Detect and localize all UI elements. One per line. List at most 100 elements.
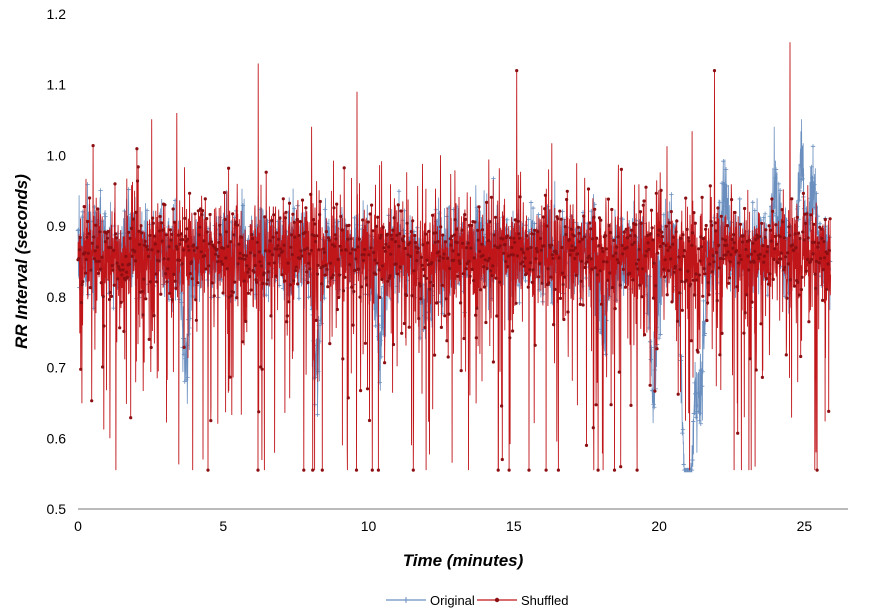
- data-point: [114, 236, 118, 240]
- data-point: [790, 243, 795, 247]
- data-point: [550, 253, 554, 257]
- y-tick-label: 0.8: [47, 289, 67, 305]
- data-point: [638, 283, 642, 287]
- data-point: [560, 245, 564, 250]
- data-point: [704, 227, 708, 231]
- data-point: [402, 234, 406, 238]
- data-point: [109, 294, 114, 298]
- data-point: [700, 195, 704, 199]
- data-point: [181, 352, 187, 357]
- data-point: [680, 427, 686, 432]
- x-axis-title: Time (minutes): [403, 551, 524, 570]
- data-point: [549, 275, 553, 279]
- data-point: [570, 244, 574, 248]
- data-point: [378, 338, 383, 343]
- data-point: [297, 233, 301, 238]
- data-point: [148, 233, 152, 238]
- data-point: [481, 253, 485, 257]
- data-point: [523, 256, 527, 260]
- data-point: [746, 254, 750, 258]
- data-point: [603, 352, 608, 357]
- data-point: [217, 240, 221, 245]
- data-point: [271, 235, 275, 239]
- data-point: [379, 313, 385, 319]
- data-point: [183, 216, 187, 220]
- data-point: [207, 264, 211, 268]
- data-point: [514, 301, 518, 305]
- data-point: [315, 234, 319, 238]
- data-point: [348, 251, 352, 255]
- data-point: [478, 288, 482, 292]
- data-point: [361, 258, 365, 263]
- data-point: [773, 247, 777, 251]
- data-point: [335, 202, 339, 206]
- data-point: [697, 247, 701, 251]
- data-point: [275, 219, 281, 224]
- data-point: [632, 240, 637, 245]
- data-point: [753, 249, 757, 253]
- data-point: [663, 258, 667, 262]
- data-point: [141, 313, 145, 317]
- data-point: [116, 264, 120, 268]
- data-point: [819, 227, 823, 231]
- data-point: [726, 250, 730, 254]
- data-point: [477, 205, 481, 209]
- data-point: [454, 227, 459, 231]
- series-markers: [76, 69, 832, 472]
- data-point: [750, 300, 754, 304]
- data-point: [558, 296, 563, 300]
- data-point: [728, 260, 732, 264]
- data-point: [522, 264, 526, 268]
- data-point: [320, 282, 324, 286]
- data-point: [814, 286, 818, 290]
- data-point: [707, 293, 711, 297]
- data-point: [820, 236, 824, 240]
- data-point: [808, 260, 812, 264]
- data-point: [601, 249, 605, 254]
- data-point: [430, 213, 435, 217]
- data-point: [466, 241, 470, 245]
- data-point: [586, 187, 591, 191]
- data-point: [599, 218, 603, 222]
- data-point: [680, 430, 685, 436]
- data-point: [262, 271, 266, 275]
- data-point: [539, 248, 543, 252]
- data-point: [283, 216, 287, 220]
- data-point: [102, 211, 107, 217]
- data-point: [738, 254, 742, 258]
- data-point: [392, 216, 396, 220]
- data-point: [270, 218, 274, 223]
- data-point: [285, 314, 289, 318]
- data-point: [263, 215, 267, 219]
- data-point: [754, 368, 758, 372]
- data-point: [110, 264, 114, 268]
- data-point: [729, 253, 733, 257]
- data-point: [688, 282, 693, 286]
- data-point: [336, 257, 340, 262]
- data-point: [786, 251, 790, 255]
- data-point: [800, 275, 804, 279]
- data-point: [292, 220, 296, 224]
- data-point: [772, 204, 777, 210]
- data-point: [125, 270, 129, 274]
- data-point: [113, 182, 117, 186]
- data-point: [118, 268, 122, 272]
- data-point: [620, 243, 624, 248]
- data-point: [718, 353, 722, 357]
- legend-item-original: Original: [386, 593, 475, 608]
- data-point: [307, 252, 311, 256]
- data-point: [537, 275, 541, 279]
- data-point: [378, 354, 384, 360]
- data-point: [748, 357, 752, 361]
- data-point: [177, 233, 181, 237]
- data-point: [656, 251, 660, 255]
- data-point: [665, 293, 669, 297]
- data-point: [353, 248, 357, 252]
- data-point: [476, 228, 480, 232]
- data-point: [177, 258, 181, 262]
- data-point: [87, 232, 91, 236]
- data-point: [563, 225, 567, 229]
- data-point: [202, 239, 206, 243]
- data-point: [151, 221, 155, 225]
- data-point: [327, 238, 331, 242]
